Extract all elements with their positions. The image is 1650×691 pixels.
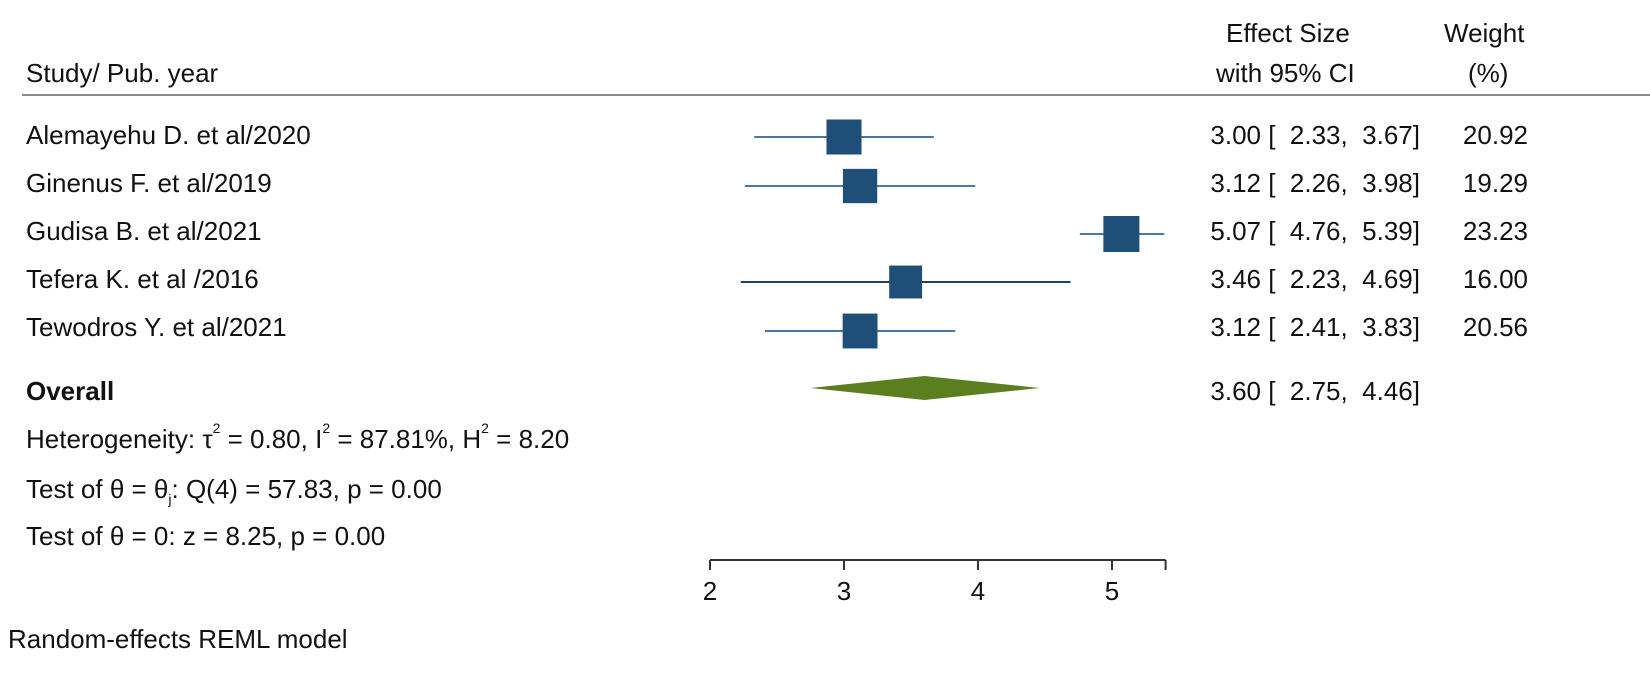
- header-study: Study/ Pub. year: [26, 58, 219, 88]
- x-tick-label: 4: [971, 576, 985, 606]
- header-weight: Weight: [1444, 18, 1525, 48]
- overall-label: Overall: [26, 376, 115, 406]
- header-divider: [22, 94, 1650, 96]
- effect-marker: [842, 168, 878, 204]
- effect-marker: [826, 119, 862, 155]
- overall-diamond: [810, 376, 1040, 400]
- study-weight: 19.29: [1462, 168, 1528, 198]
- x-tick-label: 3: [837, 576, 851, 606]
- study-ci-text: 5.07 [ 4.76, 5.39]: [1210, 216, 1420, 246]
- heterogeneity-line: Heterogeneity: τ2 = 0.80, I2 = 87.81%, H…: [26, 420, 570, 454]
- effect-marker: [1103, 216, 1140, 252]
- study-label: Tewodros Y. et al/2021: [26, 312, 287, 342]
- header-effect-size: Effect Size: [1226, 18, 1350, 48]
- study-label: Tefera K. et al /2016: [26, 264, 259, 294]
- study-ci-text: 3.12 [ 2.41, 3.83]: [1210, 312, 1420, 342]
- study-weight: 20.56: [1462, 312, 1528, 342]
- x-tick-label: 5: [1105, 576, 1119, 606]
- study-label: Ginenus F. et al/2019: [26, 168, 272, 198]
- overall-ci-text: 3.60 [ 2.75, 4.46]: [1210, 376, 1420, 406]
- study-label: Gudisa B. et al/2021: [26, 216, 262, 246]
- study-label: Alemayehu D. et al/2020: [26, 120, 311, 150]
- x-tick-label: 2: [703, 576, 717, 606]
- study-weight: 16.00: [1462, 264, 1528, 294]
- study-weight: 20.92: [1462, 120, 1528, 150]
- model-note: Random-effects REML model: [8, 624, 348, 654]
- test-theta-i-line: Test of θ = θj: Q(4) = 57.83, p = 0.00: [26, 474, 442, 508]
- effect-marker: [889, 265, 923, 299]
- study-ci-text: 3.46 [ 2.23, 4.69]: [1210, 264, 1420, 294]
- study-ci-text: 3.00 [ 2.33, 3.67]: [1210, 120, 1420, 150]
- effect-marker: [842, 313, 878, 349]
- study-ci-text: 3.12 [ 2.26, 3.98]: [1210, 168, 1420, 198]
- test-theta-zero-line: Test of θ = 0: z = 8.25, p = 0.00: [26, 521, 386, 551]
- header-weight-unit: (%): [1468, 58, 1509, 88]
- study-weight: 23.23: [1462, 216, 1528, 246]
- header-ci: with 95% CI: [1216, 58, 1355, 88]
